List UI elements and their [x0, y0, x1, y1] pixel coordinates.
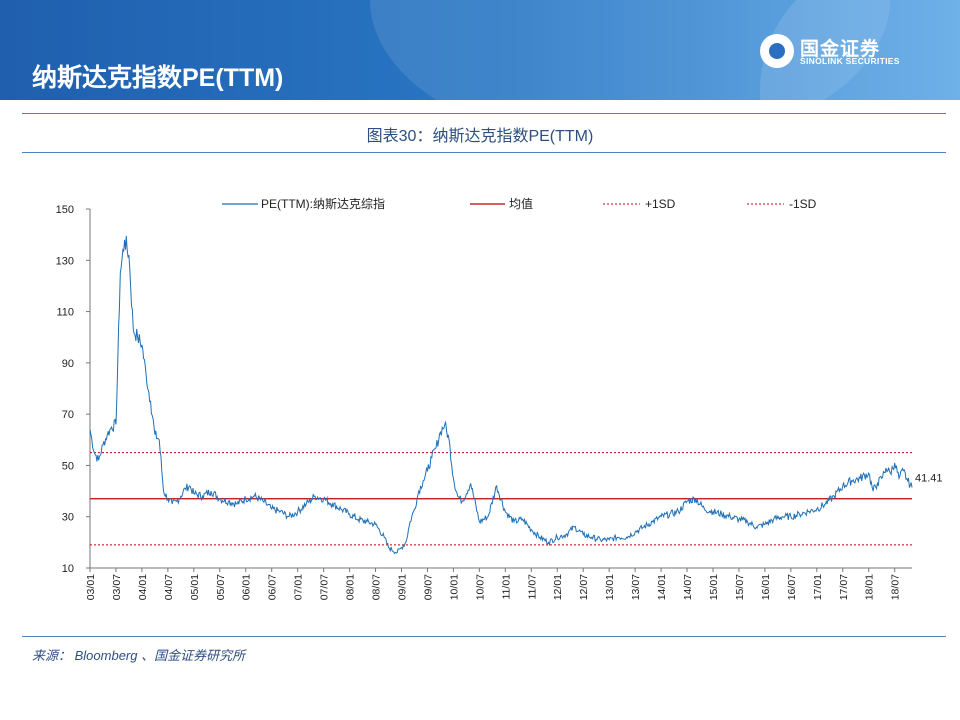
x-tick-label: 14/01: [656, 574, 668, 600]
x-tick-label: 03/01: [85, 574, 97, 600]
x-tick-label: 12/07: [578, 574, 590, 600]
x-tick-label: 14/07: [682, 574, 694, 600]
x-tick-label: 13/07: [630, 574, 642, 600]
x-tick-label: 07/01: [293, 574, 305, 600]
page-title: 纳斯达克指数PE(TTM): [32, 64, 284, 92]
x-tick-label: 09/01: [396, 574, 408, 600]
x-tick-label: 05/01: [189, 574, 201, 600]
x-tick-label: 17/01: [812, 574, 824, 600]
pe-line-chart: 10 30 50 70 90 110 130 150 03/01 03/07 04/01 04/07 0…: [56, 196, 943, 600]
x-tick-label: 05/07: [215, 574, 227, 600]
x-tick-label: 11/01: [500, 574, 512, 600]
legend-label-minus-1sd: -1SD: [789, 197, 817, 211]
x-tick-label: 07/07: [319, 574, 331, 600]
header-banner: 纳斯达克指数PE(TTM) 国金证券 SINOLINK SECURITIES: [0, 0, 960, 100]
legend-label-mean: 均值: [509, 196, 533, 211]
caption-bottom-rule: [22, 152, 946, 153]
caption-top-rule: [22, 113, 946, 114]
x-tick-label: 08/07: [371, 574, 383, 600]
x-tick-label: 03/07: [111, 574, 123, 600]
x-tick-label: 15/07: [734, 574, 746, 600]
x-tick-label: 15/01: [708, 574, 720, 600]
legend-label-pe: PE(TTM):纳斯达克综指: [261, 196, 385, 211]
x-tick-label: 17/07: [838, 574, 850, 600]
y-tick-label: 50: [62, 460, 74, 472]
logo-icon: [760, 34, 794, 68]
x-tick-label: 04/07: [163, 574, 175, 600]
x-tick-label: 04/01: [137, 574, 149, 600]
x-tick-label: 11/07: [526, 574, 538, 600]
x-tick-label: 16/07: [786, 574, 798, 600]
last-value-label: 41.41: [915, 472, 943, 484]
x-tick-label: 10/07: [474, 574, 486, 600]
x-tick-label: 12/01: [552, 574, 564, 600]
x-tick-label: 18/01: [864, 574, 876, 600]
pe-series-line: [89, 235, 913, 555]
header-decoration: [370, 0, 890, 100]
y-tick-label: 110: [56, 307, 74, 319]
x-tick-label: 18/07: [890, 574, 902, 600]
y-tick-label: 130: [56, 255, 74, 267]
x-tick-label: 09/07: [422, 574, 434, 600]
x-tick-label: 06/01: [241, 574, 253, 600]
y-tick-label: 10: [62, 563, 74, 575]
x-tick-label: 06/07: [267, 574, 279, 600]
y-tick-label: 150: [56, 204, 74, 216]
source-note: 来源： Bloomberg 、国金证券研究所: [32, 648, 246, 663]
y-tick-label: 90: [62, 358, 74, 370]
y-tick-label: 70: [62, 409, 74, 421]
x-tick-label: 10/01: [448, 574, 460, 600]
logo-name-en: SINOLINK SECURITIES: [800, 56, 900, 66]
y-tick-label: 30: [62, 512, 74, 524]
x-tick-label: 13/01: [604, 574, 616, 600]
figure-caption: 图表30：纳斯达克指数PE(TTM): [366, 128, 594, 145]
x-tick-label: 16/01: [760, 574, 772, 600]
logo-name-cn: 国金证券: [800, 39, 881, 60]
x-tick-label: 08/01: [345, 574, 357, 600]
legend-label-plus-1sd: +1SD: [645, 197, 676, 211]
source-rule: [22, 636, 946, 637]
